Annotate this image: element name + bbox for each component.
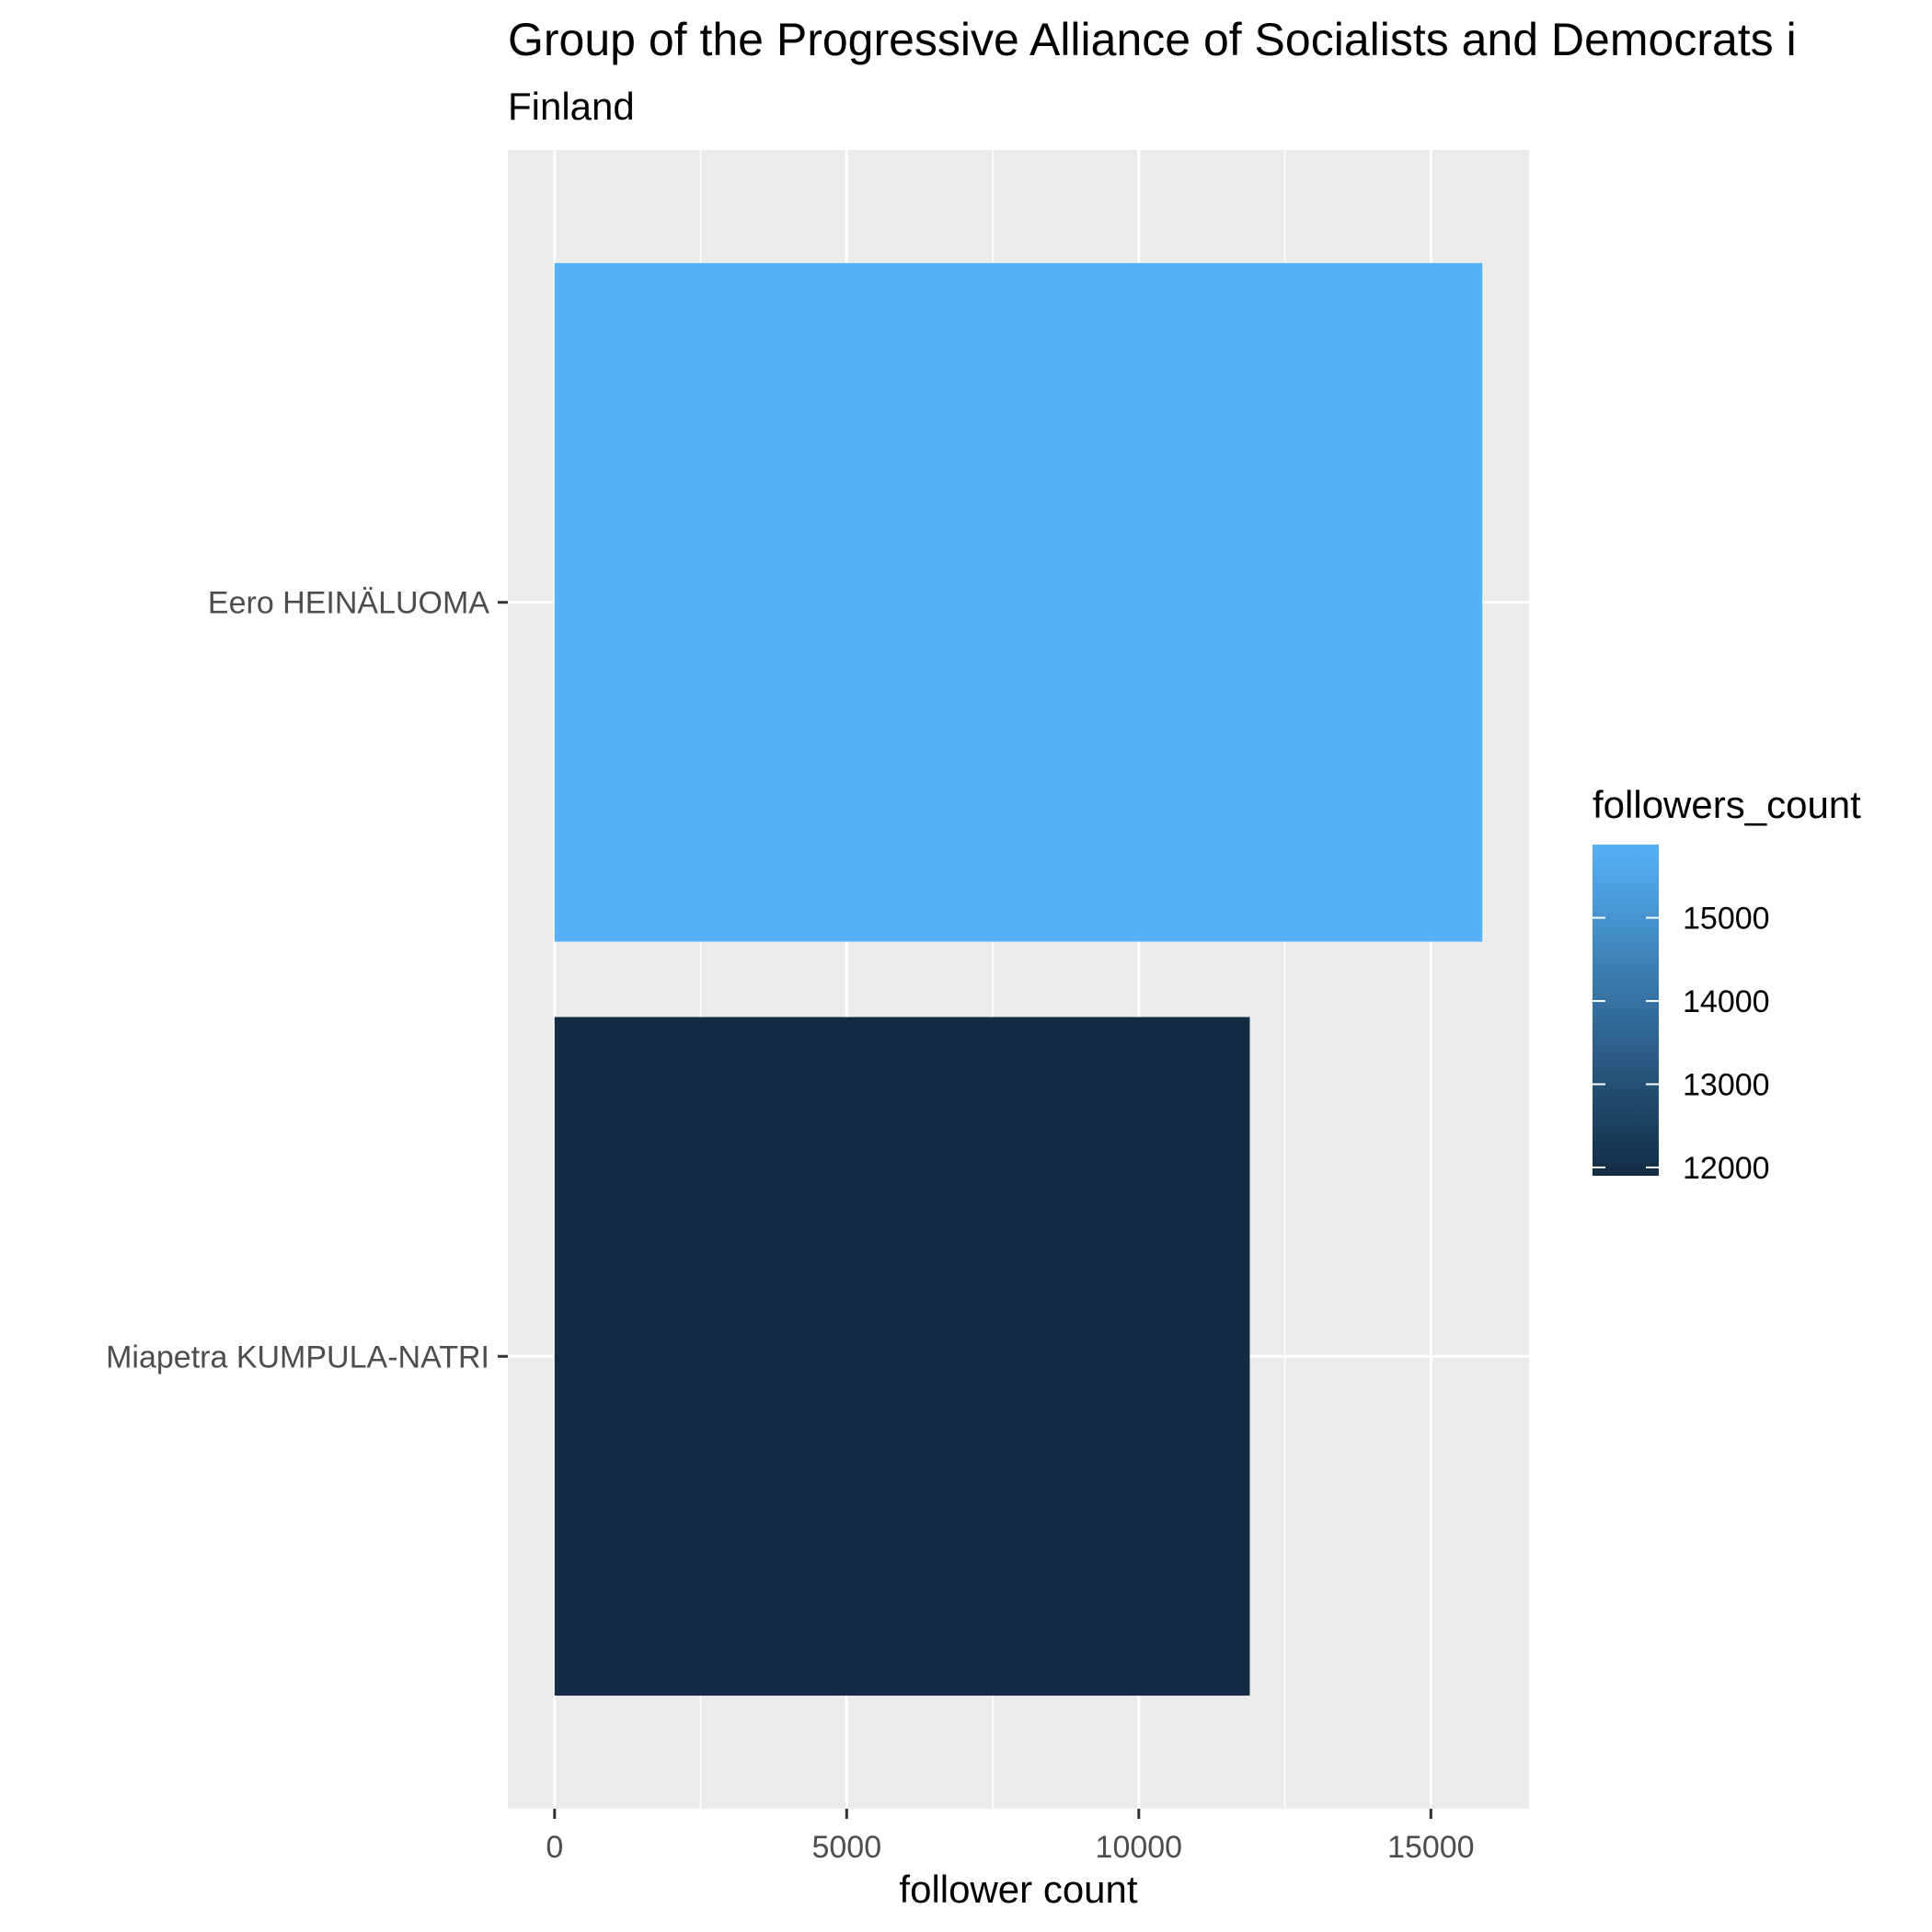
x-tick-label: 15000	[1387, 1830, 1475, 1865]
legend-tick-label: 12000	[1683, 1151, 1770, 1186]
x-tick-label: 5000	[811, 1830, 881, 1865]
bar	[554, 262, 1483, 942]
legend-tick-label: 15000	[1683, 902, 1770, 937]
y-tick-label: Eero HEINÄLUOMA	[208, 586, 489, 621]
x-axis-title: follower count	[899, 1868, 1137, 1911]
legend: followers_count 12000 13000 14000 15000	[1593, 783, 1861, 1186]
y-axis: Eero HEINÄLUOMA Miapetra KUMPULA-NATRI	[106, 586, 508, 1374]
x-tick-label: 10000	[1096, 1830, 1183, 1865]
legend-tick-label: 13000	[1683, 1068, 1770, 1103]
chart-subtitle: Finland	[508, 85, 635, 128]
chart-title: Group of the Progressive Alliance of Soc…	[508, 14, 1797, 65]
bar	[554, 1017, 1250, 1696]
legend-tick-label: 14000	[1683, 984, 1770, 1019]
bars	[554, 262, 1483, 1696]
x-tick-label: 0	[546, 1830, 563, 1865]
legend-title: followers_count	[1593, 783, 1861, 826]
legend-ticks: 12000 13000 14000 15000	[1593, 902, 1770, 1186]
y-tick-label: Miapetra KUMPULA-NATRI	[106, 1340, 489, 1374]
x-axis: 0 5000 10000 15000	[546, 1809, 1475, 1865]
legend-colorbar	[1593, 845, 1659, 1176]
